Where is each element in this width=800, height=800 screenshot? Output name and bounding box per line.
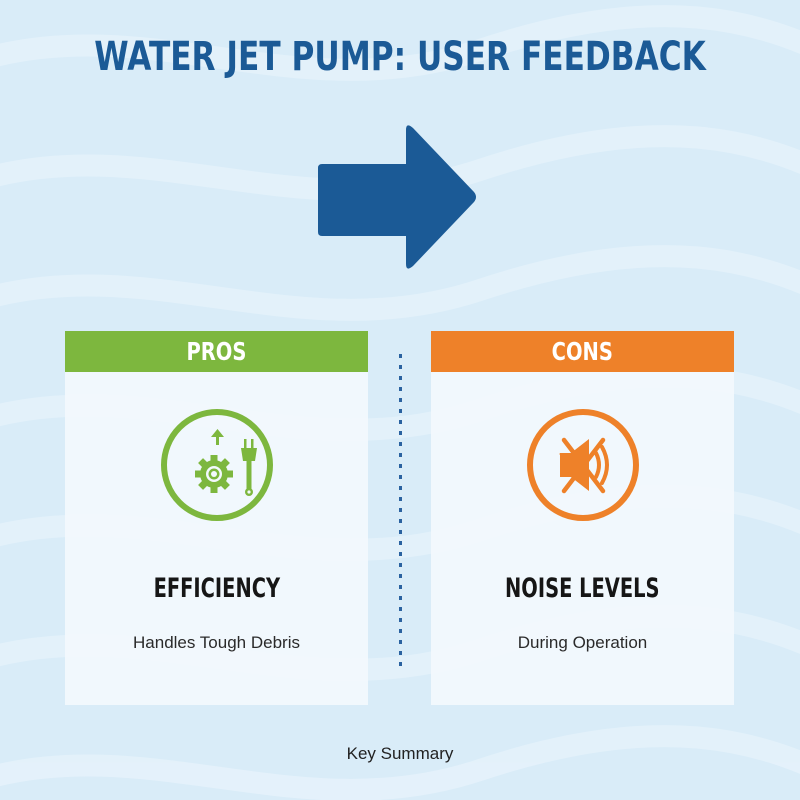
cons-header: CONS: [431, 331, 734, 372]
pros-title: EFFICIENCY: [153, 573, 280, 604]
dotted-divider: [399, 354, 402, 666]
cons-title: NOISE LEVELS: [505, 573, 660, 604]
pros-header: PROS: [65, 331, 368, 372]
pros-subtitle: Handles Tough Debris: [133, 633, 300, 652]
page-title: WATER JET PUMP: USER FEEDBACK: [94, 34, 706, 80]
footer-label: Key Summary: [346, 744, 454, 763]
cons-card: CONS NOISE LEVELS During Operation: [431, 331, 734, 705]
pros-card: PROS: [65, 331, 368, 705]
right-arrow-icon: [318, 125, 476, 269]
cons-subtitle: During Operation: [517, 633, 648, 652]
gear-plug-efficiency-icon: [160, 409, 273, 521]
muted-speaker-icon: [526, 409, 639, 521]
